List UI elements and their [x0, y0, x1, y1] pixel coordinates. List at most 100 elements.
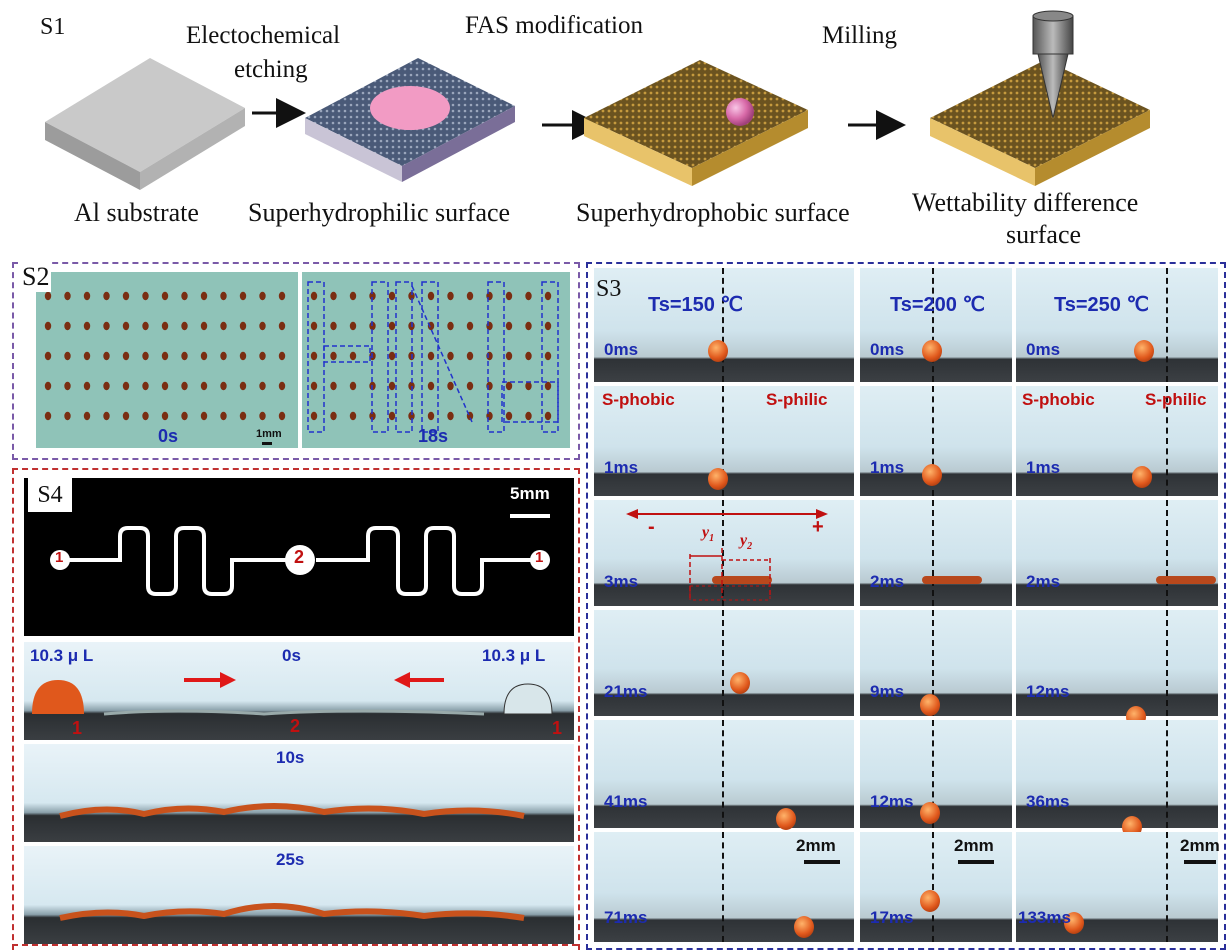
s2-dot — [103, 291, 110, 301]
s2-dot — [544, 291, 552, 301]
s3-boundary-line — [1166, 832, 1168, 942]
s2-dot — [505, 411, 513, 421]
s3-frame-col2-row0: 0ms — [1016, 268, 1218, 382]
s2-dot — [64, 381, 71, 391]
s4-mark-2: 2 — [290, 716, 301, 736]
s2-dot — [278, 411, 286, 421]
s3-droplet — [794, 916, 814, 938]
s2-dot — [388, 351, 396, 361]
s3-droplet — [730, 672, 750, 694]
s2-scale-bar — [262, 442, 272, 445]
s4-strip-25s — [24, 846, 574, 944]
s2-dot — [103, 381, 110, 391]
step-electrochem-label-1: Electochemical — [186, 22, 341, 49]
s2-photo-right — [302, 272, 570, 448]
s2-dot — [544, 351, 552, 361]
s2-frame — [12, 262, 580, 460]
s3-frame-col0-row1: 1ms — [594, 386, 854, 496]
s2-dot — [466, 291, 474, 301]
s2-dot — [388, 381, 396, 391]
s3-droplet — [708, 340, 728, 362]
s2-time-right: 18s — [418, 426, 449, 446]
s2-dot — [44, 291, 52, 301]
s2-dot — [239, 321, 247, 331]
s3-droplet — [708, 468, 728, 490]
s3-frame-col0-row4: 41ms — [594, 720, 854, 830]
s2-dot — [200, 291, 208, 301]
s2-dot — [259, 351, 266, 361]
s4-node-1-left-label: 1 — [55, 549, 64, 566]
s3-time-label: 0ms — [1026, 340, 1061, 359]
s2-dot — [259, 411, 266, 421]
s3-time-label: 17ms — [870, 908, 914, 927]
s2-dot — [200, 381, 208, 391]
s2-tag: S2 — [20, 262, 52, 292]
s3-boundary-line — [1166, 386, 1168, 496]
s3-title-250: Ts=250 ℃ — [1054, 294, 1149, 316]
s2-dot — [544, 381, 552, 391]
s3-frame-col1-row5: 17ms — [860, 832, 1012, 942]
s2-dot — [83, 321, 91, 331]
s3-frame-col1-row3: 9ms — [860, 610, 1012, 716]
s3-boundary-line — [932, 386, 934, 496]
s4-strip-25s-svg — [59, 903, 525, 921]
s3-boundary-line — [1166, 720, 1168, 828]
s3-boundary-line — [722, 386, 724, 496]
s2-photo-left — [36, 272, 298, 448]
s2-dot — [103, 321, 110, 331]
s2-dot — [161, 291, 169, 301]
s2-dot — [447, 321, 454, 331]
s2-dot — [200, 411, 208, 421]
s2-dot — [239, 381, 247, 391]
s4-strip-10s — [24, 744, 574, 842]
s3-boundary-line — [1166, 500, 1168, 606]
s3-y1-label: y1 — [702, 524, 715, 545]
superhydrophilic-label: Superhydrophilic surface — [248, 198, 511, 227]
s2-dot — [447, 381, 454, 391]
s4-channel-image — [24, 478, 574, 636]
liquid-track-10s — [59, 803, 525, 819]
wettability-block — [930, 60, 1150, 186]
s2-dot — [466, 321, 474, 331]
s4-mark-1-left: 1 — [72, 718, 83, 738]
s2-dot — [83, 291, 91, 301]
s2-dot — [122, 321, 130, 331]
superhydrophilic-block — [305, 58, 515, 182]
s3-boundary-line — [722, 500, 724, 606]
node-2 — [285, 545, 315, 575]
liquid-track-25s — [59, 903, 525, 921]
s2-dot — [427, 411, 435, 421]
s4-vol-right: 10.3 μ L — [482, 646, 546, 665]
s3-boundary-line — [932, 500, 934, 606]
s2-dot — [83, 351, 91, 361]
s3-time-label: 41ms — [604, 792, 648, 811]
s2-dot — [44, 381, 52, 391]
s2-dot — [349, 351, 357, 361]
s2-dot — [44, 411, 52, 421]
s2-dot — [220, 321, 227, 331]
s2-dot — [505, 291, 513, 301]
s2-time-left: 0s — [158, 426, 179, 446]
s3-droplet — [776, 808, 796, 830]
s4-time-0s: 0s — [282, 646, 301, 665]
s2-dot — [525, 411, 532, 421]
s2-pattern-box — [421, 281, 439, 433]
s3-scale-bar-250 — [1184, 860, 1216, 864]
s3-frame-col1-row4: 12ms — [860, 720, 1012, 828]
s2-scale-label: 1mm — [256, 428, 282, 440]
node-1-right — [530, 550, 550, 570]
s3-scale-label-150: 2mm — [796, 836, 836, 855]
s2-dot — [505, 381, 513, 391]
s2-pattern-box — [541, 281, 559, 433]
s2-dot — [142, 321, 149, 331]
s2-dot — [200, 321, 208, 331]
s3-phobic-label-150: S-phobic — [602, 390, 675, 409]
s2-dot — [525, 321, 532, 331]
s2-dot — [310, 411, 318, 421]
s3-droplet — [922, 340, 942, 362]
superhydrophobic-block — [584, 60, 808, 186]
s3-philic-label-150: S-philic — [766, 390, 828, 409]
step-electrochem-label-2: etching — [234, 56, 308, 83]
s3-time-label: 71ms — [604, 908, 648, 927]
s2-dot — [427, 351, 435, 361]
